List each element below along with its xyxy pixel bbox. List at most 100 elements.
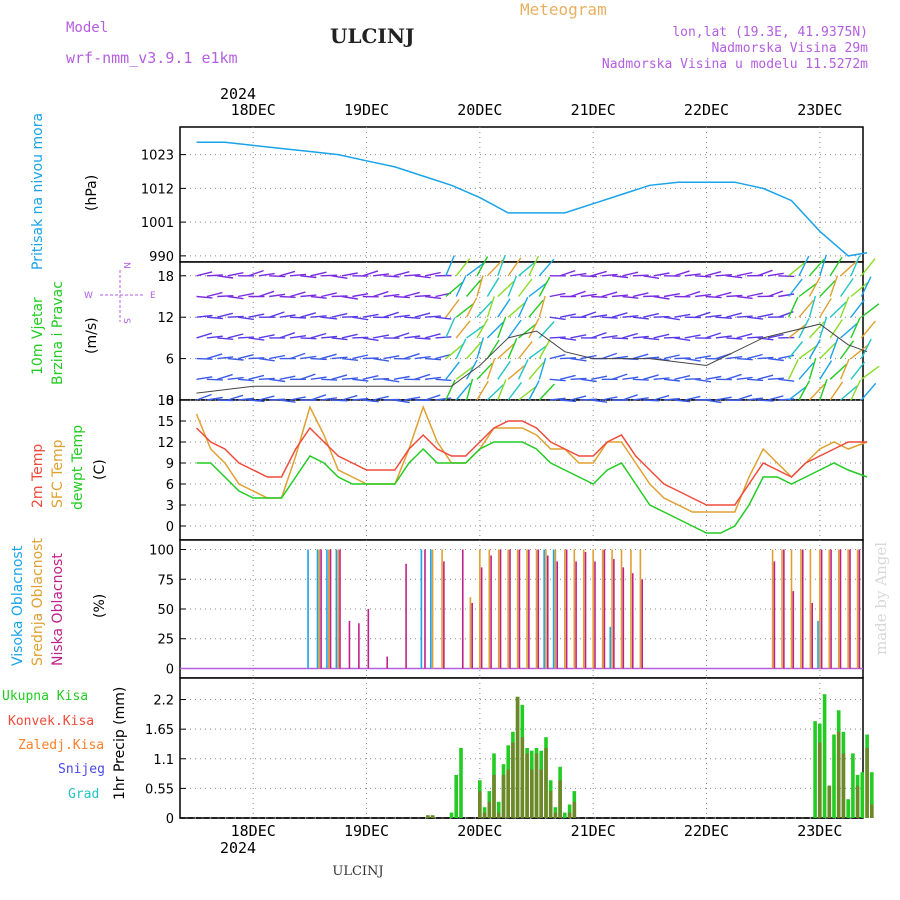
conv-precip-bar [865, 748, 869, 818]
wind-barb [320, 353, 337, 360]
bottom-date-labels: 18DEC 19DEC 20DEC 21DEC 22DEC 23DEC [231, 822, 843, 840]
wind-barb [217, 275, 234, 279]
wind-barb [373, 334, 390, 339]
conv-precip-bar [827, 785, 832, 818]
pressure-tick-label: 1023 [141, 149, 174, 164]
wind-barb [808, 339, 821, 359]
wind-barb [279, 375, 296, 380]
wind-barb [372, 395, 389, 401]
wind-barb [778, 378, 795, 382]
wind-tick-label: 12 [157, 311, 174, 326]
wind-barb [445, 379, 456, 401]
wind-barb [591, 399, 608, 403]
wind-barb [788, 386, 807, 401]
wind-barb [528, 255, 540, 277]
wind-barb [300, 355, 317, 360]
wind-barb [632, 378, 649, 381]
wind-barb [819, 360, 833, 380]
total-precip-bar [496, 801, 501, 818]
wind-barb [404, 353, 420, 360]
wind-barb [424, 376, 442, 380]
top-date-label: 18DEC [231, 101, 276, 119]
wind-barb [653, 333, 670, 339]
footer-station: ULCINJ [332, 864, 383, 879]
wind-barb [726, 312, 742, 318]
precip-tick-label: 1.1 [153, 753, 174, 768]
wind-barb [549, 397, 566, 401]
wind-barb [715, 335, 732, 339]
wind-barb [373, 273, 390, 277]
wind-barb [538, 358, 547, 380]
wind-barb [611, 312, 628, 318]
wind-barb [632, 274, 649, 277]
temp-labels: 2m Temp SFC Temp dewpt Temp (C) [30, 425, 108, 510]
wind-barb [829, 363, 847, 380]
wind-barb [643, 295, 660, 298]
wind-barb [465, 378, 474, 401]
wind-barb [310, 271, 327, 277]
wind-barb [206, 316, 223, 320]
year-label-bottom: 2024 [220, 839, 256, 857]
wind-barb [435, 316, 452, 320]
wind-barb [321, 378, 338, 381]
wind-barb [798, 345, 818, 360]
wind-barb [808, 276, 821, 297]
pressure-unit: (hPa) [84, 175, 100, 211]
wind-barb [726, 356, 743, 360]
wind-barb [560, 337, 577, 341]
wind-barb [767, 357, 784, 362]
wind-barb [538, 383, 555, 401]
wind-barb [466, 324, 485, 339]
wind-barb [580, 293, 597, 298]
pressure-tick-label: 1001 [141, 216, 174, 231]
wind-barb [341, 333, 358, 339]
wind-barb [289, 335, 306, 339]
wind-barb [383, 311, 399, 318]
wind-barb [497, 360, 511, 380]
wind-barb [580, 311, 597, 318]
temp-tick-label: 0 [166, 520, 174, 535]
wind-barb [341, 315, 359, 318]
wind-barb [455, 338, 467, 359]
wind-barb [684, 378, 701, 380]
wind-barb [486, 384, 504, 401]
conv-precip-bar [534, 753, 539, 818]
cloud-title-1: Visoka Oblacnost [10, 545, 26, 666]
conv-precip-bar [487, 801, 492, 818]
wind-barb [747, 336, 764, 339]
wind-barb [570, 334, 587, 339]
wind-barb [538, 258, 555, 277]
wind-barb [829, 337, 839, 359]
wind-barb [238, 378, 255, 382]
wind-barb [570, 290, 586, 298]
wind-barb [798, 362, 815, 380]
wind-barb [601, 273, 618, 277]
wind-barb [362, 375, 379, 380]
total-precip-bar [851, 753, 855, 818]
wind-barb [217, 312, 233, 318]
wind-barb [747, 316, 764, 320]
conv-precip-bar [501, 774, 506, 818]
wind-barb [517, 296, 529, 318]
wind-barb [591, 295, 608, 298]
cloud-title-2: Srednja Oblacnost [30, 538, 46, 666]
wind-barb [310, 376, 327, 380]
wind-barb [695, 398, 712, 401]
temp-title-1: 2m Temp [30, 444, 46, 508]
wind-barb [663, 293, 680, 298]
wind-barb [352, 293, 369, 298]
total-precip-bar [822, 694, 827, 818]
bottom-date-label: 22DEC [684, 822, 729, 840]
top-date-label: 23DEC [797, 101, 842, 119]
wind-barb [860, 382, 877, 401]
conv-precip-bar [818, 742, 822, 818]
wind-barb [632, 292, 649, 298]
wind-barb [736, 271, 753, 277]
wind-barb [486, 277, 500, 297]
compass-w: W [84, 291, 93, 301]
wind-barb [840, 322, 858, 339]
temp-tick-label: 6 [166, 478, 174, 493]
wind-unit: (m/s) [84, 317, 100, 354]
wind-barb [808, 258, 825, 277]
